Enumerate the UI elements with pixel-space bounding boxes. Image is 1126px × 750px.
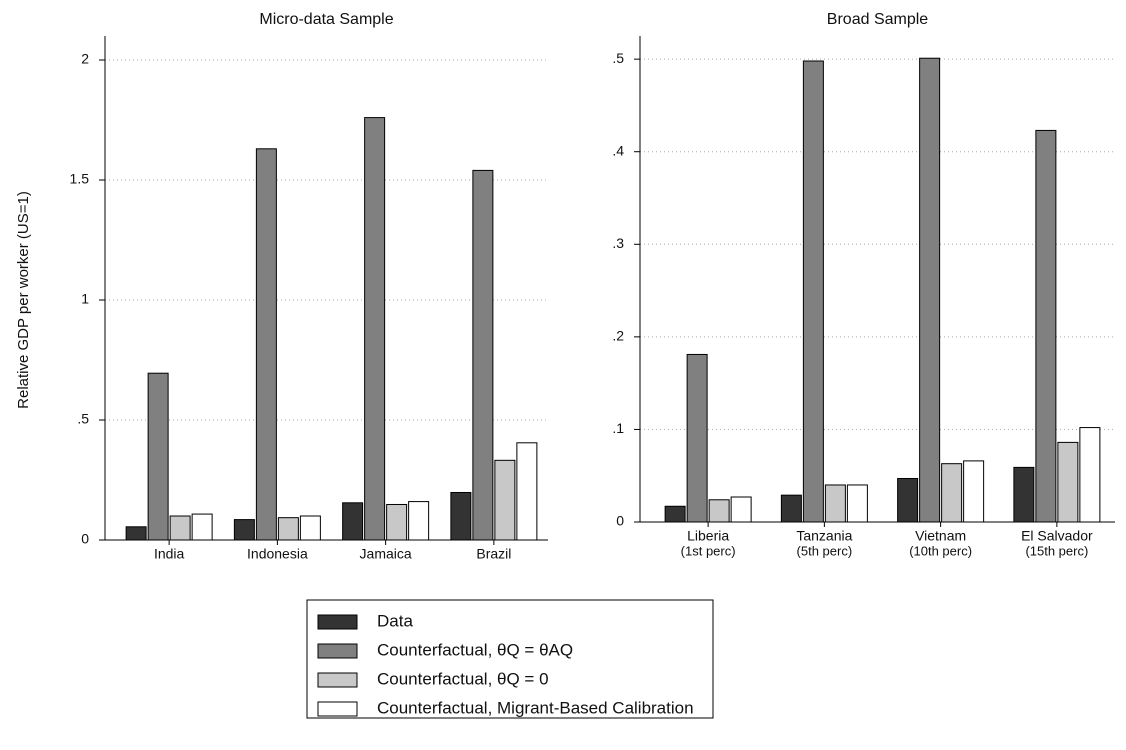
bar (1013, 466, 1035, 523)
bar (1057, 441, 1079, 523)
bar (802, 60, 824, 523)
legend-swatch (317, 643, 358, 659)
x-tick-label: (1st perc) (681, 543, 736, 558)
bar (450, 491, 472, 541)
bar (386, 503, 408, 541)
legend-swatch (317, 672, 358, 688)
bar (255, 148, 277, 541)
x-tick-label: El Salvador (1021, 528, 1093, 544)
y-tick-label: 1 (81, 291, 89, 307)
y-tick-label: 0 (616, 513, 624, 529)
bar (919, 57, 941, 523)
chart-title: Broad Sample (827, 11, 928, 28)
bar (780, 494, 802, 523)
legend-swatch (317, 614, 358, 630)
y-tick-label: .5 (77, 411, 89, 427)
bar (516, 442, 538, 541)
bar (1079, 427, 1101, 523)
x-tick-label: Liberia (687, 528, 729, 544)
bar (1035, 129, 1057, 523)
bar (963, 460, 985, 523)
x-tick-label: Indonesia (247, 546, 308, 562)
bar (277, 517, 299, 541)
x-tick-label: (15th perc) (1025, 543, 1088, 558)
bar (342, 502, 364, 541)
bar (191, 513, 213, 541)
bar (472, 169, 494, 541)
legend-label: Counterfactual, Migrant-Based Calibratio… (377, 698, 694, 717)
bar (730, 496, 752, 523)
x-tick-label: Brazil (476, 546, 511, 562)
bar (364, 117, 386, 541)
bar (147, 372, 169, 541)
y-tick-label: .1 (612, 420, 624, 436)
bar (494, 459, 516, 541)
y-tick-label: .4 (612, 142, 624, 158)
legend (306, 599, 714, 719)
x-tick-label: Vietnam (915, 528, 966, 544)
bar (824, 484, 846, 523)
y-tick-label: .2 (612, 328, 624, 344)
bar (169, 515, 191, 541)
legend-label: Counterfactual, θQ = 0 (377, 669, 549, 688)
chart-title: Micro-data Sample (259, 11, 393, 28)
y-tick-label: .5 (612, 50, 624, 66)
bar (233, 519, 255, 541)
bar (408, 501, 430, 541)
bar (897, 477, 919, 523)
legend-swatch (317, 701, 358, 717)
bar (125, 526, 147, 541)
y-tick-label: 1.5 (70, 171, 90, 187)
x-tick-label: (10th perc) (909, 543, 972, 558)
y-tick-label: 0 (81, 531, 89, 547)
legend-label: Counterfactual, θQ = θAQ (377, 640, 573, 659)
bar (686, 353, 708, 523)
bar (664, 505, 686, 523)
bar (941, 463, 963, 523)
x-tick-label: (5th perc) (797, 543, 853, 558)
x-tick-label: India (154, 546, 185, 562)
y-axis-label: Relative GDP per worker (US=1) (15, 191, 32, 409)
bar (708, 499, 730, 523)
y-tick-label: .3 (612, 235, 624, 251)
bar (846, 484, 868, 523)
x-tick-label: Jamaica (360, 546, 412, 562)
x-tick-label: Tanzania (796, 528, 852, 544)
legend-label: Data (377, 611, 413, 630)
y-tick-label: 2 (81, 51, 89, 67)
bar (299, 515, 321, 541)
